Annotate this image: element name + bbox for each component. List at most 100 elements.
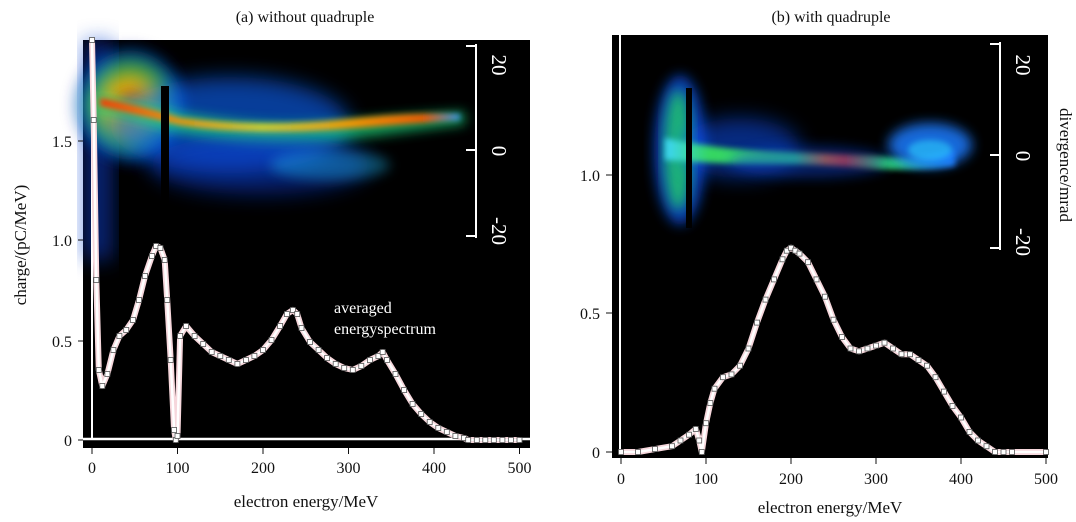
panel-a-data-point [307, 339, 313, 345]
panel-a-beam-image [70, 40, 465, 260]
panel-a-data-point [260, 347, 266, 353]
panel-a-right-tick-label: 20 [487, 55, 511, 76]
panel-a-annotation-line2: energyspectrum [334, 321, 436, 338]
panel-b-x-tick-label: 200 [779, 471, 803, 488]
panel-b-data-point [813, 276, 820, 283]
panel-a-x-tick-label: 0 [88, 460, 96, 477]
panel-a-right-axis [466, 44, 477, 238]
panel-a-data-point [426, 419, 433, 425]
panel-a-data-point [298, 325, 305, 331]
panel-a-data-point [435, 425, 442, 431]
panel-b-data-point [890, 345, 896, 352]
panel-b-data-point [677, 437, 684, 444]
panel-a-data-point [136, 297, 142, 303]
panel-a-y-axis-label: charge/(pC/MeV) [11, 185, 30, 306]
panel-a-data-point [90, 117, 97, 123]
panel-b-data-point [745, 345, 752, 352]
panel-a-data-point [130, 317, 136, 323]
panel-b-data-point [805, 259, 811, 266]
panel-b-data-point [779, 256, 786, 263]
panel-b-data-point [839, 334, 845, 340]
panel-a-data-point [277, 323, 284, 329]
panel-a-data-point [341, 365, 348, 371]
panel-b-x-tick-label: 0 [617, 471, 625, 488]
panel-a-data-point [234, 361, 241, 367]
panel-a-data-point [167, 357, 174, 363]
panel-b-y-ticks [606, 174, 612, 453]
panel-a-data-point [490, 437, 497, 443]
panel-a-data-point [104, 371, 111, 377]
panel-a-x-axis-label: electron energy/MeV [234, 492, 379, 511]
panel-b-data-point [792, 247, 799, 254]
panel-a-data-point [161, 257, 168, 263]
panel-a-spectrum-series [89, 37, 523, 443]
panel-a-right-tick-label: 0 [487, 146, 511, 157]
panel-b-data-point [958, 414, 964, 421]
panel-a-data-point [177, 333, 184, 339]
panel-a-data-point [191, 333, 198, 339]
panel-b-data-point [720, 374, 726, 381]
panel-b-x-tick-label: 300 [864, 471, 888, 488]
panel-a-data-point [95, 367, 102, 373]
panel-b-data-point [711, 385, 718, 392]
panel-b-data-point [771, 276, 777, 283]
panel-b: (b) with quadruple 20 0 -20 [580, 9, 1075, 517]
panel-a-data-point [142, 273, 148, 279]
panel-a-data-point [99, 383, 106, 389]
panel-a-y-tick-label: 0.5 [52, 334, 72, 351]
panel-b-data-point [992, 449, 998, 455]
panel-b-data-point [703, 420, 709, 427]
panel-b-spectrum-series [618, 244, 1049, 455]
panel-b-title: (b) with quadruple [771, 9, 890, 26]
panel-a-data-point [443, 429, 450, 435]
panel-a-data-point [283, 311, 290, 317]
panel-a-data-point [465, 437, 472, 443]
panel-a-data-point [379, 349, 386, 355]
panel-a-x-tick-label: 200 [251, 460, 275, 477]
panel-b-y-axis-label: divergence/mrad [1056, 108, 1075, 222]
panel-a-data-point [324, 355, 331, 361]
panel-b-data-point [754, 319, 760, 326]
panel-b-data-point [698, 449, 705, 455]
panel-b-data-point [728, 371, 735, 378]
panel-a-data-point [375, 353, 382, 359]
panel-a-data-point [349, 367, 356, 373]
panel-b-y-tick-label: 1.0 [580, 168, 600, 185]
panel-b-right-axis [990, 42, 1001, 250]
panel-a-data-point [392, 371, 399, 377]
panel-b-data-point [932, 374, 939, 381]
panel-b-data-point [949, 403, 956, 409]
panel-b-data-point [1000, 449, 1007, 455]
panel-a-data-point [89, 37, 95, 43]
panel-a-y-tick-label: 1.0 [52, 233, 72, 250]
panel-b-x-tick-label: 500 [1034, 471, 1058, 488]
panel-b-data-point [983, 443, 990, 450]
panel-b-data-point [696, 437, 703, 444]
panel-b-data-point [796, 250, 803, 257]
panel-b-data-point [941, 388, 947, 395]
panel-a-data-point [174, 433, 181, 439]
panel-a-title: (a) without quadruple [236, 9, 375, 26]
panel-a-data-point [358, 363, 365, 369]
panel-a-data-point [251, 353, 258, 359]
panel-a: (a) without quadruple 20 0 -20 [11, 9, 532, 511]
panel-b-data-point [618, 449, 624, 455]
panel-a-data-point [289, 307, 296, 313]
panel-a-data-point [217, 353, 224, 359]
panel-b-data-point [966, 428, 973, 435]
panel-b-data-point [707, 400, 714, 407]
panel-b-data-point [830, 316, 837, 323]
panel-b-right-tick-label: 0 [1011, 151, 1035, 162]
panel-b-data-point [915, 357, 922, 363]
panel-a-data-point [409, 401, 416, 407]
panel-b-data-point [847, 345, 854, 352]
panel-a-data-point [516, 437, 523, 443]
panel-a-data-point [507, 437, 514, 443]
panel-b-right-tick-label: 20 [1011, 55, 1035, 76]
panel-a-x-ticks [91, 448, 520, 454]
panel-b-x-tick-label: 100 [694, 471, 718, 488]
panel-b-data-point [762, 296, 769, 303]
panel-b-x-axis-label: electron energy/MeV [758, 498, 903, 517]
panel-a-data-point [401, 387, 408, 393]
